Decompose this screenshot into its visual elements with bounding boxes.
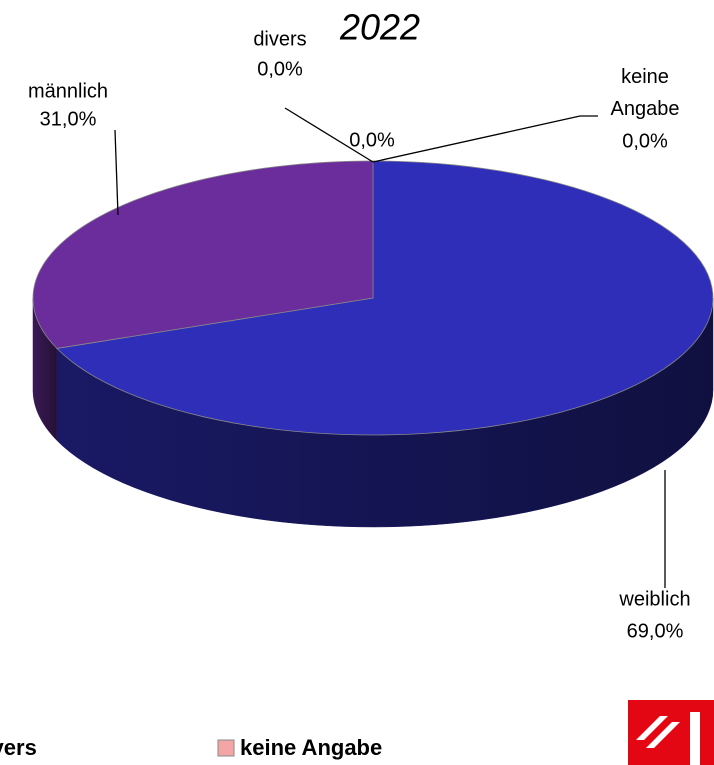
value-label: 0,0% [349,129,395,151]
chart-title: 2022 [339,7,420,48]
label-line: Angabe [611,98,680,120]
legend-label: keine Angabe [240,735,382,760]
category-label: männlich [28,80,108,102]
leader-line [372,115,598,163]
logo [628,700,714,765]
value-label: 69,0% [627,620,684,642]
category-label: weiblich [618,588,690,610]
label-line: keine [621,66,669,88]
pie-slice [56,160,714,436]
category-label: keine Angabe [611,66,680,120]
leader-line [114,129,119,216]
legend-label: divers [0,735,37,760]
leader-line [284,107,374,163]
value-label: 0,0% [257,58,303,80]
value-label: 0,0% [622,130,668,152]
legend-swatch [217,739,235,757]
value-label: 31,0% [40,108,97,130]
category-label: divers [253,28,306,50]
